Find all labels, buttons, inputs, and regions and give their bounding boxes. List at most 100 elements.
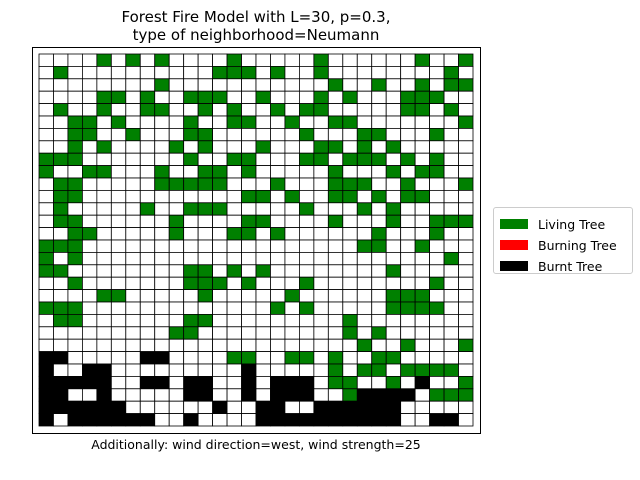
cell-empty (139, 400, 156, 415)
cell-burnt-tree (183, 388, 199, 402)
cell-empty (371, 313, 387, 328)
cell-living-tree (241, 152, 257, 166)
cell-empty (327, 301, 344, 315)
cell-living-tree (139, 202, 156, 216)
cell-empty (400, 251, 416, 266)
cell-empty (82, 326, 98, 340)
cell-empty (226, 214, 242, 228)
cell-burnt-tree (125, 413, 141, 427)
cell-burnt-tree (110, 413, 127, 427)
cell-living-tree (226, 351, 242, 365)
cell-empty (414, 177, 430, 191)
legend-swatch-living-tree (500, 219, 528, 229)
cell-empty (313, 214, 329, 228)
cell-empty (313, 326, 329, 340)
cell-living-tree (414, 90, 430, 104)
cell-empty (342, 363, 358, 377)
cell-empty (327, 202, 344, 216)
cell-empty (284, 127, 300, 142)
cell-living-tree (458, 338, 474, 353)
cell-empty (154, 289, 170, 303)
cell-empty (313, 363, 329, 377)
cell-empty (356, 351, 373, 365)
cell-empty (284, 103, 300, 117)
cell-empty (110, 239, 127, 253)
cell-empty (371, 375, 387, 390)
cell-empty (38, 90, 54, 104)
cell-empty (429, 351, 445, 365)
cell-empty (38, 115, 54, 129)
cell-empty (226, 276, 242, 291)
cell-empty (327, 90, 344, 104)
cell-living-tree (96, 165, 112, 179)
cell-empty (96, 202, 112, 216)
cell-empty (371, 165, 387, 179)
cell-living-tree (458, 375, 474, 390)
cell-empty (197, 400, 213, 415)
cell-living-tree (38, 251, 54, 266)
cell-empty (327, 264, 344, 278)
cell-living-tree (284, 189, 300, 204)
cell-empty (125, 214, 141, 228)
cell-empty (125, 276, 141, 291)
cell-empty (356, 313, 373, 328)
cell-empty (197, 413, 213, 427)
cell-living-tree (38, 264, 54, 278)
cell-empty (53, 363, 69, 377)
cell-empty (371, 276, 387, 291)
legend-label-living-tree: Living Tree (538, 216, 606, 232)
cell-empty (270, 289, 286, 303)
cell-living-tree (110, 289, 127, 303)
cell-empty (125, 66, 141, 80)
cell-empty (458, 140, 474, 154)
cell-empty (385, 177, 402, 191)
cell-burnt-tree (212, 400, 228, 415)
cell-empty (125, 202, 141, 216)
cell-empty (241, 413, 257, 427)
cell-living-tree (67, 313, 83, 328)
cell-burnt-tree (82, 363, 98, 377)
cell-empty (429, 289, 445, 303)
cell-empty (385, 227, 402, 241)
cell-empty (183, 351, 199, 365)
cell-burnt-tree (298, 375, 315, 390)
cell-living-tree (67, 214, 83, 228)
cell-burnt-tree (255, 413, 271, 427)
cell-living-tree (313, 53, 329, 67)
cell-empty (96, 189, 112, 204)
cell-empty (400, 214, 416, 228)
cell-living-tree (197, 313, 213, 328)
cell-empty (429, 338, 445, 353)
cell-empty (284, 326, 300, 340)
cell-empty (458, 165, 474, 179)
cell-living-tree (429, 90, 445, 104)
cell-living-tree (443, 103, 459, 117)
cell-living-tree (67, 227, 83, 241)
cell-empty (385, 239, 402, 253)
cell-empty (443, 289, 459, 303)
cell-living-tree (168, 214, 185, 228)
cell-empty (385, 313, 402, 328)
cell-burnt-tree (241, 375, 257, 390)
cell-living-tree (183, 115, 199, 129)
cell-living-tree (356, 202, 373, 216)
cell-empty (82, 103, 98, 117)
cell-empty (298, 53, 315, 67)
cell-empty (414, 251, 430, 266)
cell-empty (385, 115, 402, 129)
cell-empty (255, 301, 271, 315)
cell-living-tree (313, 66, 329, 80)
cell-living-tree (212, 202, 228, 216)
cell-empty (327, 66, 344, 80)
cell-empty (212, 103, 228, 117)
legend: Living Tree Burning Tree Burnt Tree (493, 207, 633, 274)
cell-empty (168, 115, 185, 129)
cell-empty (443, 264, 459, 278)
cell-empty (226, 202, 242, 216)
legend-swatch-burnt-tree (500, 261, 528, 271)
cell-living-tree (458, 53, 474, 67)
cell-empty (313, 351, 329, 365)
cell-empty (168, 78, 185, 92)
cell-living-tree (429, 165, 445, 179)
cell-empty (125, 239, 141, 253)
